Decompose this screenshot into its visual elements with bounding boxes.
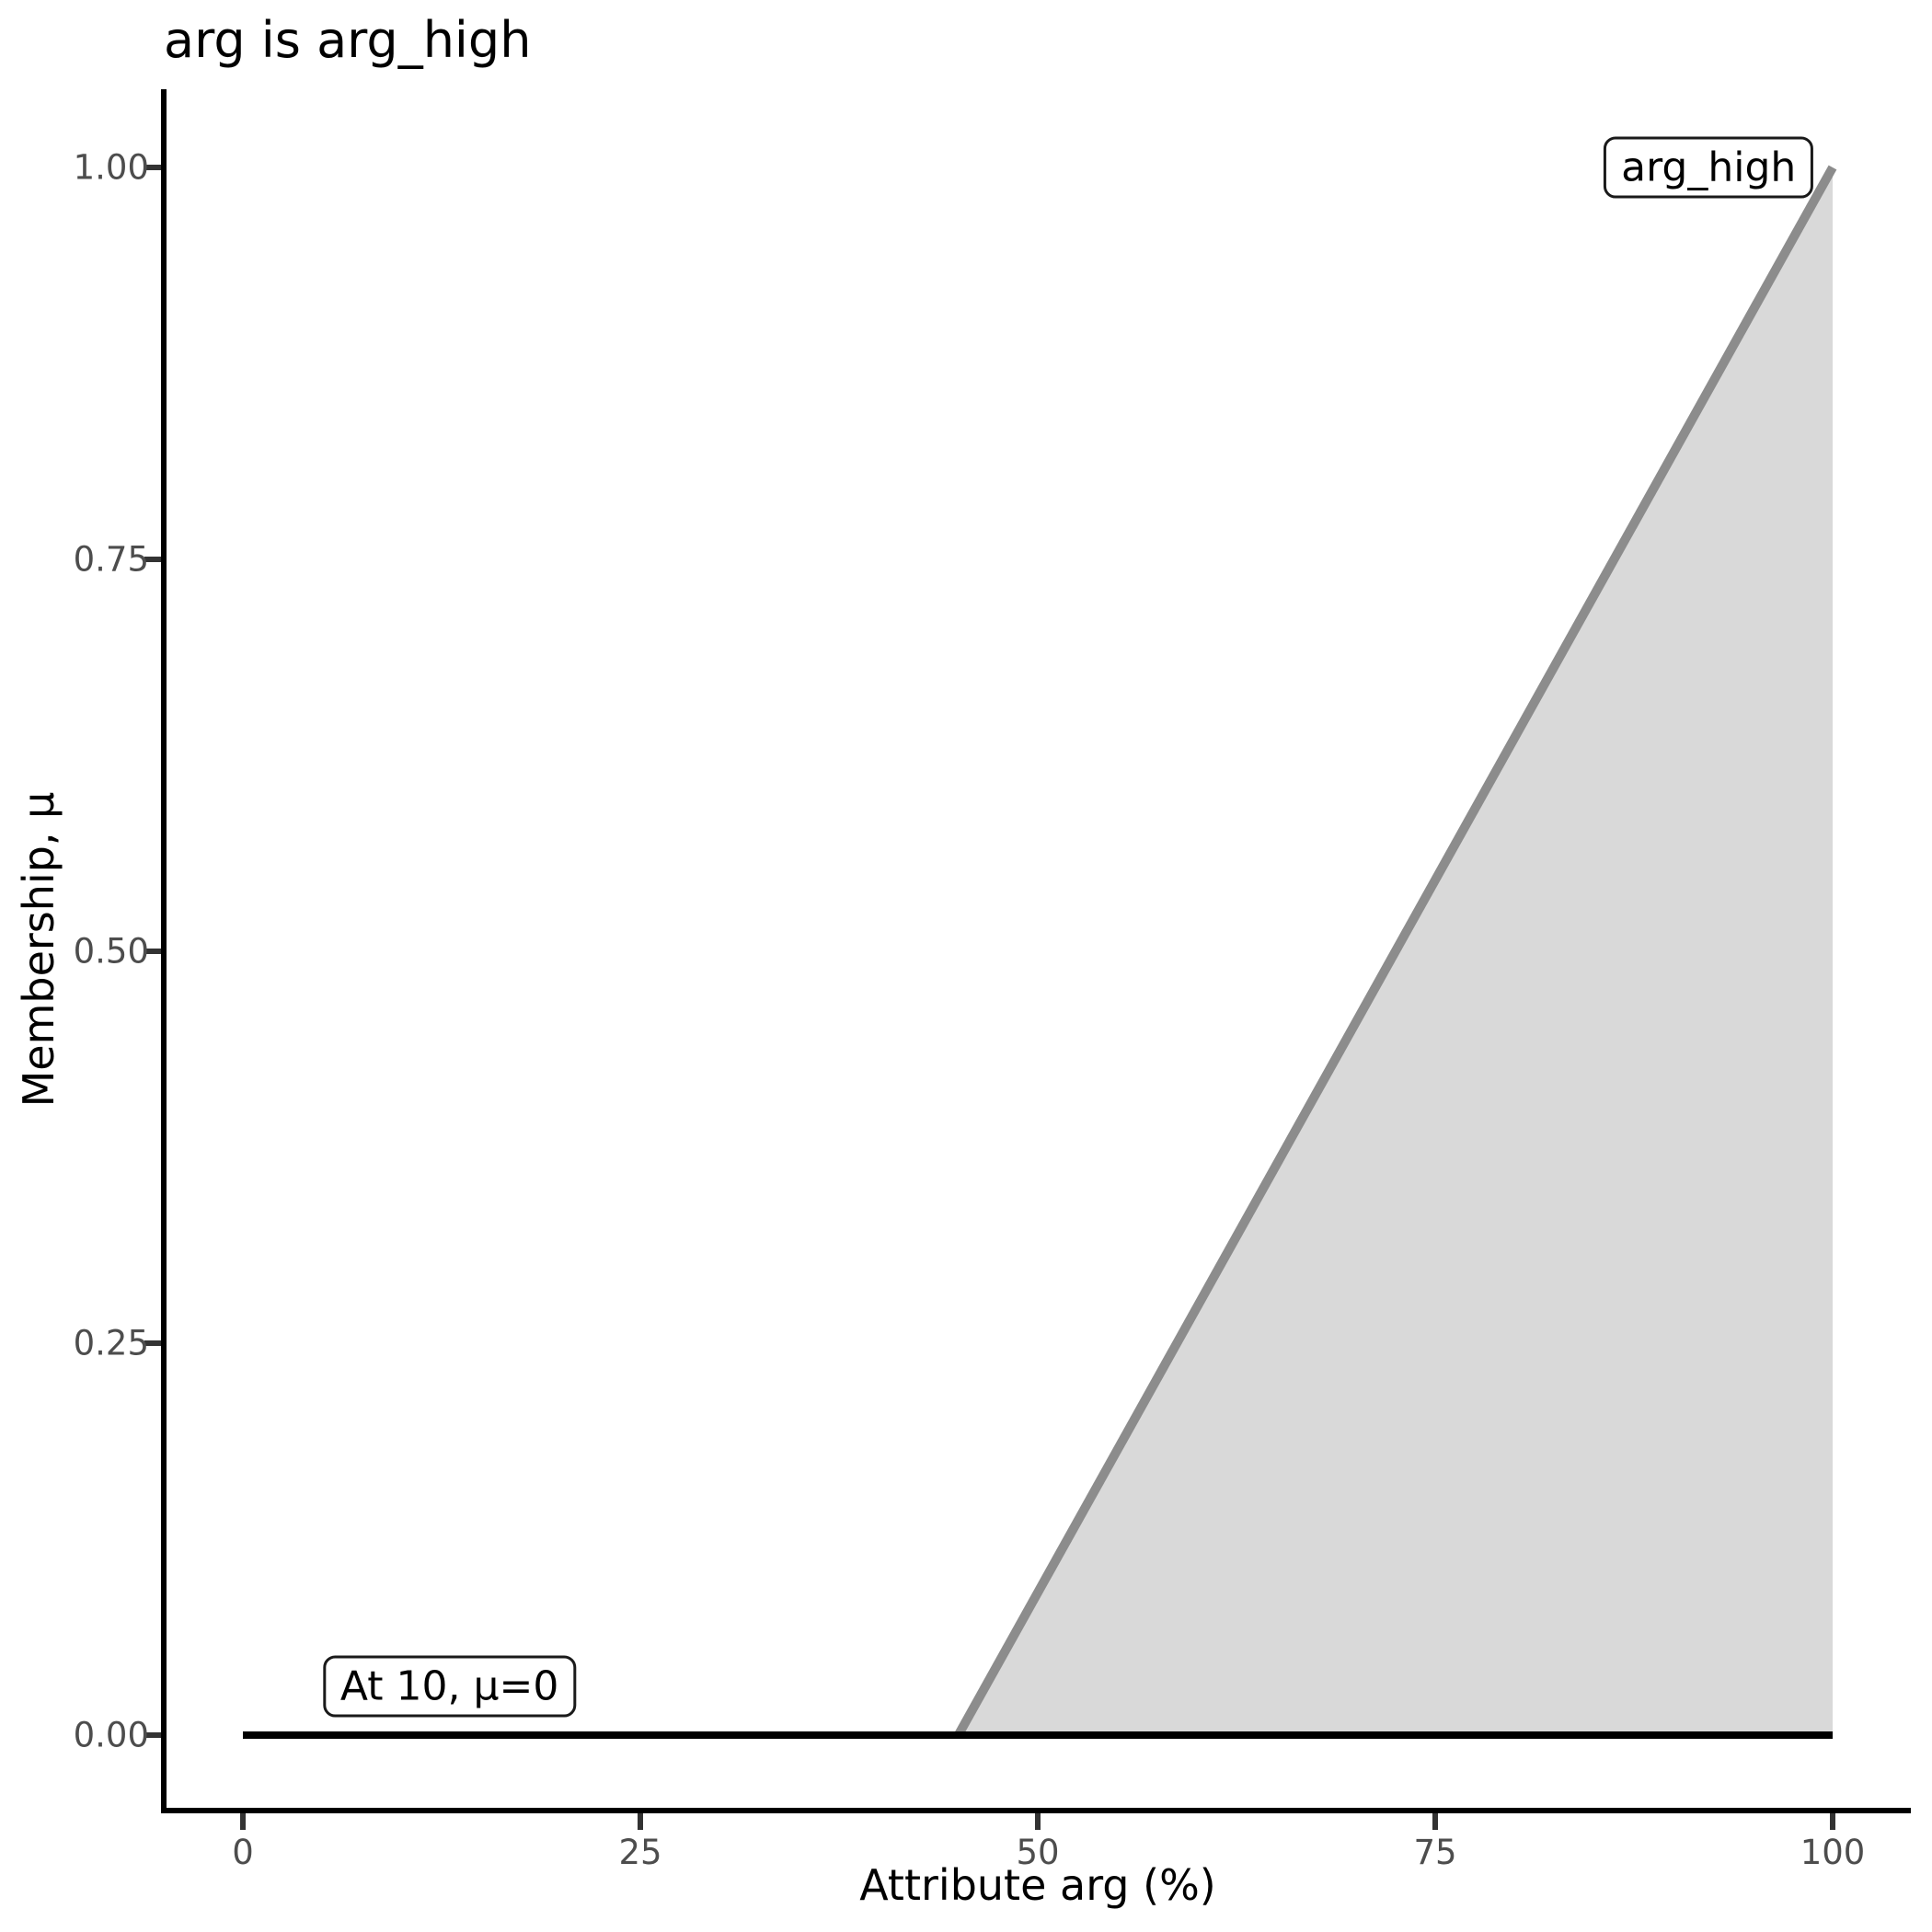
x-axis-title: Attribute arg (%)	[859, 1860, 1216, 1910]
plot-title: arg is arg_high	[164, 11, 532, 69]
arg_high-line	[954, 165, 1837, 1738]
annotation-at-10-label: At 10, μ=0	[322, 1655, 577, 1718]
x-tick-label: 75	[1413, 1833, 1457, 1872]
x-tick-label: 25	[618, 1833, 662, 1872]
x-tick-label: 0	[232, 1833, 254, 1872]
y-tick-label: 0.25	[73, 1323, 149, 1363]
y-tick-label: 0.75	[73, 539, 149, 580]
x-tick-label: 100	[1800, 1833, 1866, 1872]
y-tick-label: 0.00	[73, 1715, 149, 1755]
annotation-arg-high-label: arg_high	[1604, 136, 1814, 199]
y-tick-label: 0.50	[73, 931, 149, 972]
y-tick-label: 1.00	[73, 147, 149, 188]
x-tick-label: 50	[1016, 1833, 1060, 1872]
